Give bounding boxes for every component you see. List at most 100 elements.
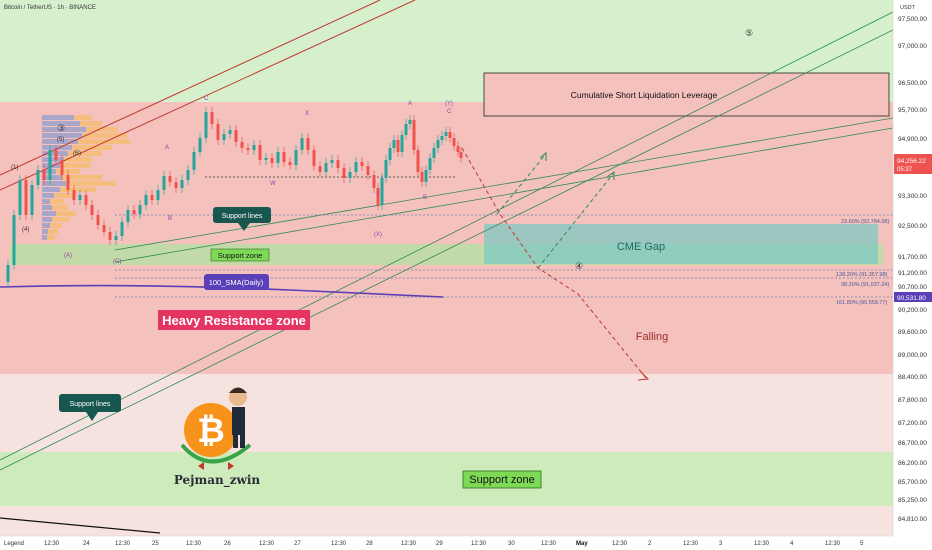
price-tick: 91,200.00 xyxy=(898,270,927,277)
price-tick: 88,400.00 xyxy=(898,374,927,381)
vp-bar-blue xyxy=(42,157,64,162)
candle-body xyxy=(78,195,82,200)
time-tick: 12:30 xyxy=(115,541,131,547)
candle-body xyxy=(360,162,364,166)
wave-label-yc: (Y) xyxy=(445,101,453,107)
vp-bar-orange xyxy=(54,193,74,198)
candle-body xyxy=(24,180,28,215)
candle-body xyxy=(156,190,160,200)
sma-badge xyxy=(204,274,269,290)
candle-body xyxy=(306,138,310,150)
price-tick: 92,500.00 xyxy=(898,223,927,230)
time-ticks: Legend 12:30 24 12:30 25 12:30 26 12:30 27 12:30 2… xyxy=(4,541,864,547)
candle-body xyxy=(108,232,112,240)
time-tick: 12:30 xyxy=(612,541,628,547)
vp-bar-orange xyxy=(64,157,92,162)
heavy-resistance-label: Heavy Resistance zone xyxy=(162,313,306,328)
price-tick: 97,000.00 xyxy=(898,43,927,50)
vp-bar-orange xyxy=(80,121,102,126)
candle-body xyxy=(174,182,178,188)
lower-support-band xyxy=(0,452,893,506)
price-tick: 89,000.00 xyxy=(898,352,927,359)
candle-body xyxy=(372,175,376,188)
time-tick: 29 xyxy=(436,541,443,547)
time-tick: 12:30 xyxy=(331,541,347,547)
falling-arrowhead xyxy=(637,371,650,381)
sma-price-tag[interactable] xyxy=(894,292,932,302)
vp-bar-blue xyxy=(42,235,47,240)
candle-body xyxy=(132,210,136,214)
candle-body xyxy=(96,215,100,225)
fib-labels: 23.60% (92,784.08) 138.20% (91,357.98) 3… xyxy=(836,219,889,306)
time-tick: 2 xyxy=(648,541,652,547)
candle-body xyxy=(388,148,392,160)
price-tick: 84,810.00 xyxy=(898,516,927,523)
price-tick: 86,200.00 xyxy=(898,460,927,467)
vp-bar-orange xyxy=(60,163,90,168)
vp-bar-orange xyxy=(74,115,92,120)
price-tick: 86,700.00 xyxy=(898,440,927,447)
time-tick: May xyxy=(576,541,588,547)
vp-bar-blue xyxy=(42,193,54,198)
support-lines-badge-2 xyxy=(59,394,121,412)
support-lines-label-2: Support lines xyxy=(70,401,111,408)
wave-label-C: (C) xyxy=(113,259,121,265)
current-price-tag[interactable] xyxy=(894,154,932,174)
price-tick: 96,500.00 xyxy=(898,80,927,87)
support-lines-pointer-1 xyxy=(238,223,250,231)
vp-bar-blue xyxy=(42,223,50,228)
time-tick: 28 xyxy=(366,541,373,547)
vp-bar-blue xyxy=(42,127,86,132)
vp-bar-blue xyxy=(42,145,72,150)
vp-bar-orange xyxy=(50,223,62,228)
bitcoin-glyph: ₿ xyxy=(197,412,225,450)
candle-body xyxy=(324,163,328,172)
time-tick: 3 xyxy=(719,541,723,547)
price-tick: 95,700.00 xyxy=(898,107,927,114)
candle-body xyxy=(336,160,340,168)
wave-label-a: A xyxy=(408,101,412,107)
wave-label-B: (B) xyxy=(73,151,81,157)
candle-body xyxy=(126,210,130,222)
candle-body xyxy=(210,112,214,124)
candle-body xyxy=(440,136,444,140)
support-zone-lower-badge xyxy=(462,470,542,489)
chart-symbol-title: Bitcoin / TetherUS · 1h · BINANCE xyxy=(4,5,96,11)
logo-laurel xyxy=(180,443,252,464)
price-axis-bg xyxy=(893,0,932,550)
vp-bar-orange xyxy=(56,211,76,216)
vp-bar-blue xyxy=(42,211,56,216)
candle-body xyxy=(459,152,463,158)
candle-body xyxy=(270,158,274,163)
wave-label-b2: B xyxy=(168,216,172,222)
time-tick: Legend xyxy=(4,541,24,547)
time-tick: 30 xyxy=(508,541,515,547)
candle-body xyxy=(318,166,322,172)
price-tick: 85,250.00 xyxy=(898,497,927,504)
fib-label-1618: 161.80% (90,558.77) xyxy=(836,300,888,306)
price-tick: 93,300.00 xyxy=(898,193,927,200)
character-icon xyxy=(229,387,247,448)
vp-bar-orange xyxy=(60,187,96,192)
candle-body xyxy=(90,205,94,215)
support-line-4 xyxy=(114,127,894,263)
heavy-resistance-badge xyxy=(158,310,310,330)
sma-badge-label: 100_SMA(Daily) xyxy=(209,278,264,287)
candle-body xyxy=(138,205,142,214)
time-tick: 12:30 xyxy=(401,541,417,547)
wave-label-w: W xyxy=(270,181,276,187)
candle-body xyxy=(444,132,448,136)
candle-body xyxy=(36,170,40,185)
wave-label-a-top: A xyxy=(165,145,169,151)
time-tick: 12:30 xyxy=(44,541,60,547)
candle-body xyxy=(54,150,58,160)
candle-body xyxy=(192,152,196,170)
price-ticks: 97,500.00 97,000.00 96,500.00 95,700.00 94,9… xyxy=(898,16,927,523)
circle-5-label: ⑤ xyxy=(745,28,753,38)
vp-bar-blue xyxy=(42,175,62,180)
red-channel-line-2 xyxy=(0,0,416,191)
author-name: Pejman_zwin xyxy=(174,473,261,488)
wave-label-x-top: X xyxy=(305,111,309,117)
candle-body xyxy=(452,138,456,146)
